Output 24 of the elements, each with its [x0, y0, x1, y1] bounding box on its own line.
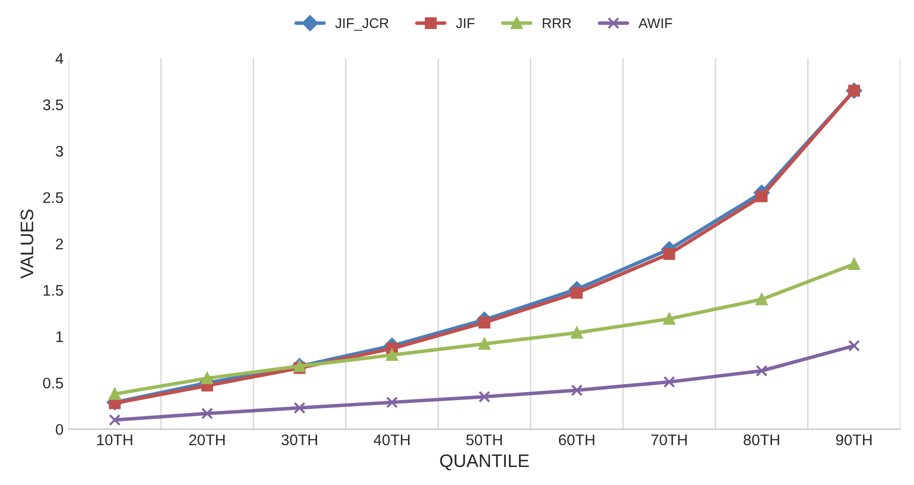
y-tick-label: 0.5	[43, 378, 64, 389]
x-tick-label: 70TH	[651, 434, 687, 446]
y-tick-label: 3	[56, 146, 64, 157]
x-tick-label: 40TH	[374, 434, 410, 446]
y-tick-label: 2.5	[43, 192, 64, 204]
y-tick-label: 1	[56, 331, 63, 342]
legend-label: RRR	[542, 18, 572, 28]
x-tick-label: 60TH	[558, 434, 594, 446]
y-axis-title: VALUES	[20, 210, 34, 279]
x-tick-label: 80TH	[744, 434, 780, 446]
x-tick-label: 50TH	[466, 434, 502, 446]
x-tick-label: 30TH	[281, 434, 318, 446]
y-tick-label: 3.5	[43, 99, 64, 110]
y-tick-label: 0	[56, 424, 64, 435]
legend-label: AWIF	[638, 18, 672, 28]
x-tick-label: 10TH	[97, 434, 132, 446]
y-tick-label: 1.5	[44, 285, 64, 296]
y-tick-label: 4	[56, 53, 64, 64]
y-tick-label: 2	[56, 238, 63, 250]
x-tick-label: 90TH	[836, 434, 872, 446]
x-axis-title: QUANTILE	[440, 454, 529, 470]
legend-label: JIF_JCR	[335, 18, 388, 31]
legend-label: JIF	[456, 18, 474, 28]
x-tick-label: 20TH	[189, 434, 225, 446]
